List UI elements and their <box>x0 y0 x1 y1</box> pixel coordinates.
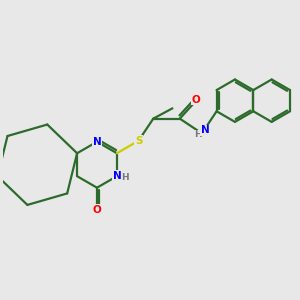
Text: H: H <box>121 173 129 182</box>
Text: O: O <box>192 94 200 104</box>
Text: N: N <box>201 125 210 135</box>
Text: N: N <box>112 171 121 181</box>
Text: H: H <box>194 130 201 139</box>
Text: N: N <box>93 137 101 147</box>
Text: S: S <box>135 136 142 146</box>
Text: O: O <box>93 205 101 215</box>
